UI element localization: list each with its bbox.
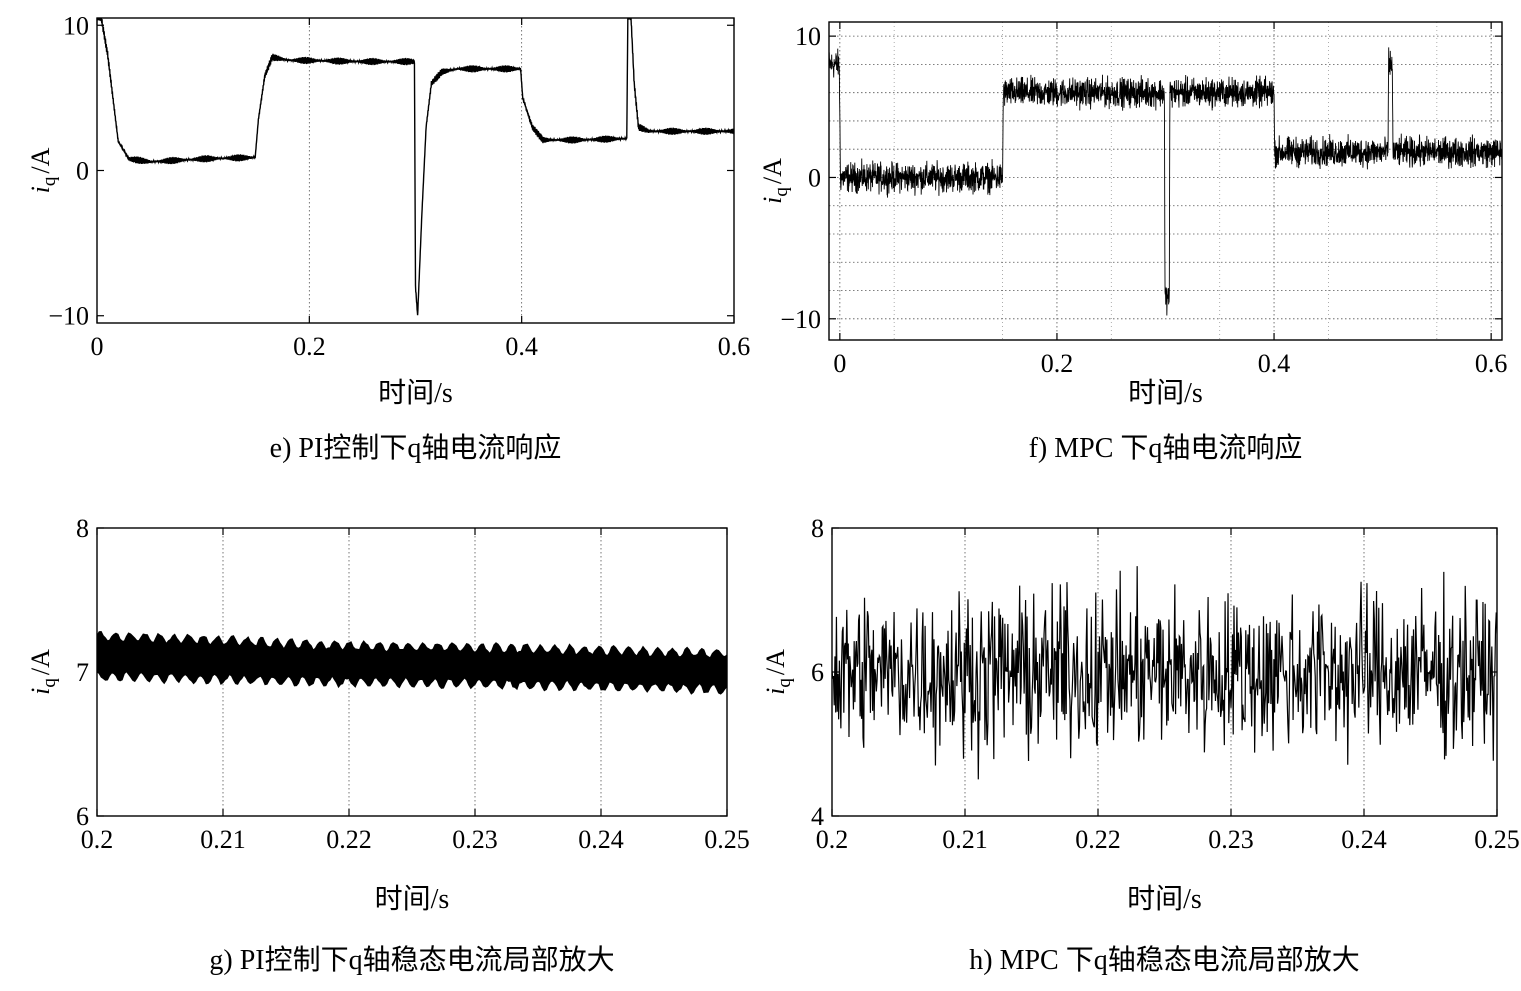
y-axis-label-sub: q [771,187,792,197]
x-tick-label: 0.22 [326,825,372,854]
x-tick-label: 0.2 [816,825,849,854]
chart-panel-f: 0 0.2 0.4 0.6 −10 0 10 时间/s iq/A f) MPC 下q轴电流响应 [758,0,1521,480]
y-tick-label: 4 [811,802,824,831]
y-axis-label-var: i [758,197,787,204]
y-axis-label: iq/A [26,649,60,695]
x-tick-label: 0.22 [1075,825,1121,854]
x-tick-label: 0.21 [200,825,246,854]
y-axis-label-unit: /A [761,649,790,675]
x-tick-label: 0.4 [1258,349,1291,378]
y-tick-label: −10 [48,302,89,331]
x-axis-label: 时间/s [1127,883,1202,915]
chart-svg-f: 0 0.2 0.4 0.6 −10 0 10 时间/s iq/A f) MPC 下q轴电流响应 [758,21,1508,464]
y-axis-label: iq/A [26,147,60,193]
x-tick-label: 0.23 [1208,825,1254,854]
y-tick-label: 0 [808,163,821,192]
y-tick-label: 8 [76,514,89,543]
y-tick-label: 10 [63,11,89,40]
y-axis-label-var: i [26,688,55,695]
series-group [829,47,1502,316]
chart-caption: e) PI控制下q轴电流响应 [270,432,562,464]
series-group [832,566,1497,780]
chart-panel-h: 0.2 0.21 0.22 0.23 0.24 0.25 4 6 8 时间/s iq/A h) MPC… [760,495,1521,991]
y-tick-label: 6 [76,802,89,831]
y-axis-label-var: i [761,688,790,695]
x-tick-label: 0.2 [293,332,326,361]
y-axis-label-sub: q [39,678,60,688]
y-axis-label-unit: /A [26,147,55,173]
chart-panel-g: 0.2 0.21 0.22 0.23 0.24 0.25 6 7 8 时间/s iq/A g) PI控… [0,495,760,991]
x-tick-label: 0 [833,349,846,378]
series-line [97,18,734,316]
x-axis-label: 时间/s [375,883,450,915]
chart-panel-e: 0 0.2 0.4 0.6 −10 0 10 时间/s iq/A e) PI控制下q轴电流响应 [0,0,760,480]
y-tick-label: 7 [76,658,89,687]
x-tick-label: 0.25 [704,825,750,854]
x-axis-label: 时间/s [378,377,453,409]
x-tick-label: 0.21 [942,825,988,854]
y-tick-label: 6 [811,658,824,687]
x-tick-label: 0.2 [81,825,114,854]
x-tick-label: 0.2 [1041,349,1074,378]
x-tick-label: 0.4 [505,332,538,361]
y-axis-label: iq/A [758,158,792,204]
chart-caption: g) PI控制下q轴稳态电流局部放大 [209,944,614,976]
x-axis-label: 时间/s [1128,377,1203,409]
plot-frame [828,21,1503,341]
y-tick-label: 10 [795,22,821,51]
y-axis-label-var: i [26,186,55,193]
chart-svg-g: 0.2 0.21 0.22 0.23 0.24 0.25 6 7 8 时间/s iq/A g) PI控… [26,514,750,976]
y-tick-label: −10 [780,305,821,334]
chart-caption: f) MPC 下q轴电流响应 [1029,432,1303,464]
y-axis-label-sub: q [774,678,795,688]
y-tick-label: 0 [76,157,89,186]
y-axis-label-unit: /A [26,649,55,675]
chart-svg-h: 0.2 0.21 0.22 0.23 0.24 0.25 4 6 8 时间/s iq/A h) MPC… [761,514,1520,976]
chart-caption: h) MPC 下q轴稳态电流局部放大 [969,944,1359,976]
y-axis-label-unit: /A [758,158,787,184]
series-line [832,566,1497,780]
x-tick-label: 0.25 [1474,825,1520,854]
x-tick-label: 0.6 [718,332,751,361]
x-tick-label: 0.24 [1341,825,1387,854]
x-tick-label: 0 [91,332,104,361]
grid [829,22,1502,340]
series-line [829,47,1502,316]
y-axis-label-sub: q [39,176,60,186]
x-tick-label: 0.24 [578,825,624,854]
y-axis-label: iq/A [761,649,795,695]
grid [308,18,523,323]
x-tick-label: 0.23 [452,825,498,854]
series-group [97,631,727,695]
series-band [97,631,727,695]
x-tick-label: 0.6 [1475,349,1508,378]
y-tick-label: 8 [811,514,824,543]
series-group [97,18,734,316]
